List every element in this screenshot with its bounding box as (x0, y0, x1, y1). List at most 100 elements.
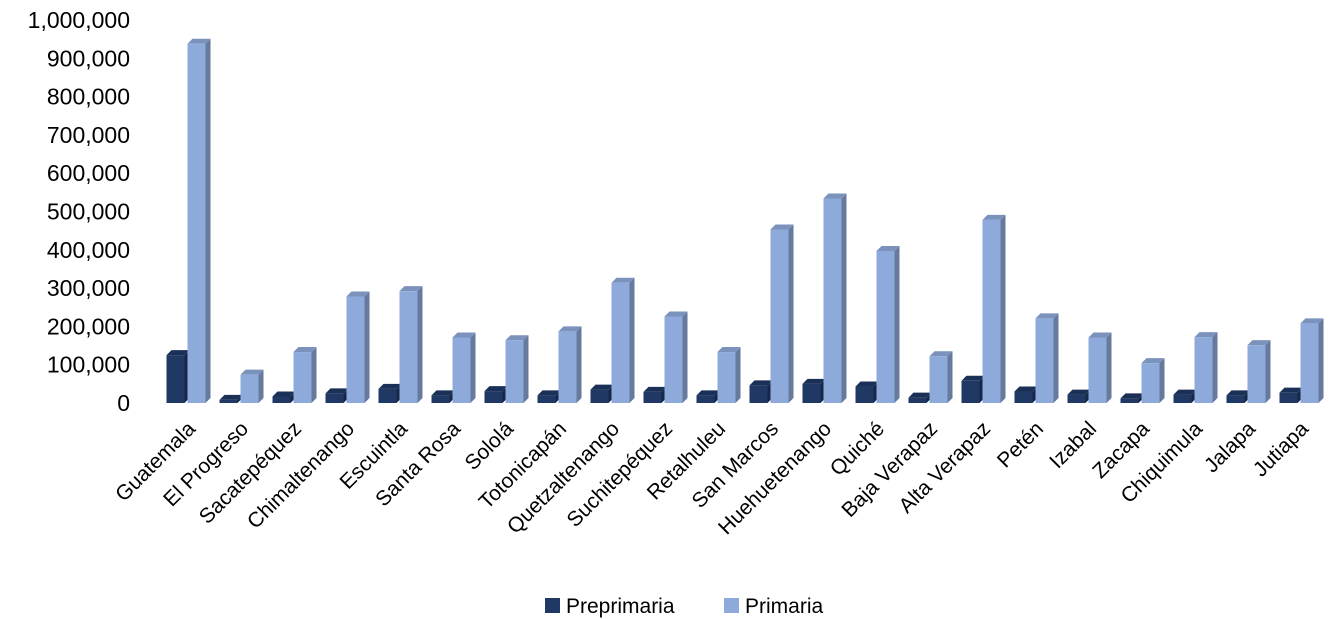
bar-side (523, 335, 529, 403)
bar-front (293, 352, 312, 403)
bar-primaria (452, 332, 476, 403)
bar-front (749, 385, 768, 403)
bar-front (611, 282, 630, 403)
x-tick-label: Petén (993, 417, 1048, 472)
bar-front (1035, 318, 1054, 403)
bar-side (1106, 332, 1112, 403)
bar-side (1265, 340, 1271, 403)
bar-top (643, 386, 667, 392)
bar-top (717, 347, 741, 353)
y-tick-label: 900,000 (47, 45, 130, 71)
bar-primaria (1035, 313, 1059, 403)
bar-front (1014, 391, 1033, 403)
bar-preprimaria (219, 394, 243, 403)
bar-primaria (982, 214, 1006, 403)
bar-top (293, 347, 317, 353)
bar-top (399, 286, 423, 292)
y-tick-label: 600,000 (47, 160, 130, 186)
bar-top (855, 381, 879, 387)
bar-front (590, 389, 609, 403)
y-tick-label: 1,000,000 (28, 7, 130, 33)
bar-top (908, 392, 932, 398)
bar-front (929, 356, 948, 403)
bar-front (1226, 395, 1245, 403)
bar-top (1300, 318, 1324, 324)
bar-front (166, 355, 185, 403)
bar-primaria (1141, 358, 1165, 403)
bar-top (590, 384, 614, 390)
bar-top (431, 390, 455, 396)
bar-top (749, 380, 773, 386)
bar-preprimaria (166, 350, 190, 403)
bar-side (841, 193, 847, 403)
bar-top (219, 394, 243, 400)
bar-front (1067, 394, 1086, 403)
bar-preprimaria (537, 390, 561, 403)
bar-primaria (505, 335, 529, 403)
bar-top (876, 245, 900, 251)
y-tick-label: 0 (117, 390, 130, 416)
bar-top (325, 388, 349, 394)
bar-front (240, 374, 259, 403)
bar-side (1000, 214, 1006, 403)
bar-top (770, 224, 794, 230)
y-tick-label: 300,000 (47, 275, 130, 301)
bar-front (1194, 337, 1213, 403)
bar-preprimaria (1067, 389, 1091, 403)
bar-top (272, 391, 296, 397)
bar-primaria (1194, 332, 1218, 403)
bar-top (664, 311, 688, 317)
bar-top (346, 291, 370, 297)
bar-front (1247, 345, 1266, 403)
bar-front (770, 229, 789, 403)
bar-side (629, 277, 635, 403)
y-tick-label: 700,000 (47, 122, 130, 148)
bar-top (696, 390, 720, 396)
bar-front (325, 393, 344, 403)
bar-side (1053, 313, 1059, 403)
bar-preprimaria (325, 388, 349, 403)
bar-preprimaria (696, 390, 720, 403)
bar-primaria (1088, 332, 1112, 403)
bar-front (876, 250, 895, 403)
bar-preprimaria (749, 380, 773, 403)
bar-top (982, 214, 1006, 220)
bar-top (961, 375, 985, 381)
bar-front (1120, 398, 1139, 403)
bar-top (505, 335, 529, 341)
bar-side (311, 347, 317, 403)
bar-front (558, 331, 577, 403)
bar-primaria (823, 193, 847, 403)
y-tick-label: 100,000 (47, 352, 130, 378)
bar-preprimaria (643, 386, 667, 403)
bar-top (1014, 386, 1038, 392)
bar-top (802, 378, 826, 384)
legend-label: Preprimaria (566, 595, 675, 618)
bar-side (894, 245, 900, 403)
bar-front (378, 388, 397, 403)
bar-preprimaria (1279, 387, 1303, 403)
bar-preprimaria (1226, 390, 1250, 403)
bar-side (417, 286, 423, 403)
bar-side (735, 347, 741, 403)
bar-top (166, 350, 190, 356)
y-tick-label: 500,000 (47, 199, 130, 225)
bar-primaria (240, 369, 264, 403)
bar-front (1141, 363, 1160, 403)
y-tick-label: 200,000 (47, 313, 130, 339)
bar-preprimaria (378, 383, 402, 403)
bar-top (1226, 390, 1250, 396)
bar-front (431, 395, 450, 403)
legend-label: Primaria (745, 595, 823, 618)
bar-top (1141, 358, 1165, 364)
bar-primaria (876, 245, 900, 403)
y-tick-label: 800,000 (47, 84, 130, 110)
bar-top (1035, 313, 1059, 319)
bar-preprimaria (590, 384, 614, 403)
legend-swatch (724, 598, 739, 613)
bar-side (576, 326, 582, 403)
bar-front (452, 337, 471, 403)
bar-front (1173, 394, 1192, 403)
